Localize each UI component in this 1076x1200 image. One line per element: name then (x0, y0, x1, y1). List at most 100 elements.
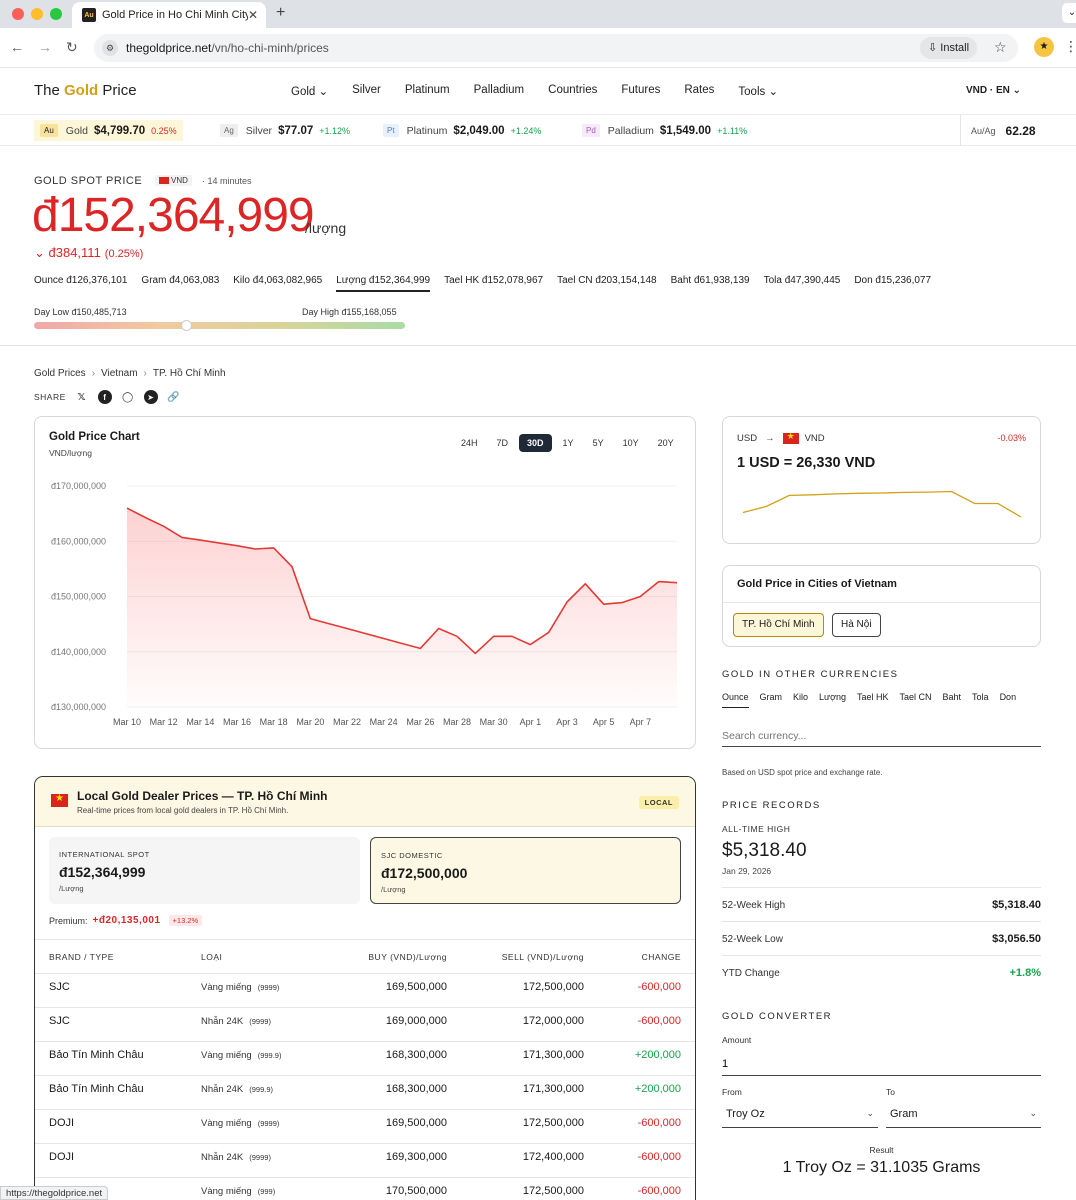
chart-point[interactable] (469, 647, 481, 659)
chart-point[interactable] (414, 642, 426, 654)
chart-point[interactable] (359, 628, 371, 640)
chart-point[interactable] (268, 542, 280, 554)
nav-countries[interactable]: Countries (548, 84, 598, 96)
maximize-window-icon[interactable] (50, 8, 62, 20)
from-unit-select[interactable]: Troy Oz ⌄ (722, 1102, 878, 1128)
unit-price-3[interactable]: Lượng đ152,364,999 (336, 275, 431, 292)
chart-point[interactable] (634, 591, 646, 603)
chart-point[interactable] (598, 598, 610, 610)
range-tab-30d[interactable]: 30D (519, 434, 552, 452)
unit-price-7[interactable]: Tola đ47,390,445 (763, 275, 841, 286)
back-icon[interactable]: ← (10, 39, 24, 55)
chart-point[interactable] (378, 632, 390, 644)
minimize-window-icon[interactable] (31, 8, 43, 20)
breadcrumb-gold-prices[interactable]: Gold Prices (34, 368, 86, 379)
unit-price-6[interactable]: Baht đ61,938,139 (670, 275, 750, 286)
chart-point[interactable] (323, 618, 335, 630)
copy-link-icon[interactable]: 🔗 (167, 391, 181, 403)
currency-tab-6[interactable]: Baht (942, 692, 962, 702)
nav-palladium[interactable]: Palladium (473, 84, 525, 96)
nav-tools[interactable]: Tools ⌄ (738, 86, 779, 98)
browser-tab[interactable]: Au Gold Price in Ho Chi Minh City ✕ (72, 2, 266, 28)
address-bar[interactable]: ⚙ thegoldprice.net/vn/ho-chi-minh/prices… (94, 34, 1018, 62)
currency-tab-1[interactable]: Gram (759, 692, 783, 702)
chart-point[interactable] (341, 623, 353, 635)
unit-price-0[interactable]: Ounce đ126,376,101 (34, 275, 128, 286)
unit-price-4[interactable]: Tael HK đ152,078,967 (444, 275, 544, 286)
chart-point[interactable] (121, 502, 133, 514)
chart-point[interactable] (139, 511, 151, 523)
unit-price-8[interactable]: Don đ15,236,077 (854, 275, 932, 286)
chart-point[interactable] (561, 596, 573, 608)
whatsapp-icon[interactable]: ◯ (121, 391, 134, 403)
site-settings-icon[interactable]: ⚙ (102, 40, 118, 56)
extension-icon[interactable]: ★ (1034, 37, 1054, 57)
nav-silver[interactable]: Silver (352, 84, 381, 96)
ticker-platinum[interactable]: Pt Platinum $2,049.00 +1.24% (377, 120, 547, 141)
range-tab-10y[interactable]: 10Y (622, 438, 639, 448)
ticker-gold[interactable]: Au Gold $4,799.70 0.25% (34, 120, 183, 141)
chart-point[interactable] (433, 623, 445, 635)
chart-point[interactable] (158, 520, 170, 532)
chart-point[interactable] (176, 531, 188, 543)
city-hcm-button[interactable]: TP. Hồ Chí Minh (733, 613, 824, 637)
close-tab-icon[interactable]: ✕ (247, 8, 258, 22)
chart-point[interactable] (213, 537, 225, 549)
nav-futures[interactable]: Futures (621, 84, 661, 96)
chart-point[interactable] (524, 639, 536, 651)
range-tab-1y[interactable]: 1Y (562, 438, 574, 448)
nav-gold[interactable]: Gold ⌄ (291, 86, 329, 98)
city-hanoi-button[interactable]: Hà Nội (832, 613, 881, 637)
currency-search-input[interactable] (722, 725, 1041, 747)
tab-search-chevron-icon[interactable]: ⌄ (1062, 3, 1076, 23)
unit-price-1[interactable]: Gram đ4,063,083 (141, 275, 220, 286)
browser-menu-icon[interactable]: ⋮ (1064, 38, 1076, 54)
new-tab-button[interactable]: + (276, 4, 286, 21)
chart-point[interactable] (286, 561, 298, 573)
chart-point[interactable] (616, 597, 628, 609)
forward-icon[interactable]: → (38, 39, 52, 55)
ticker-silver[interactable]: Ag Silver $77.07 +1.12% (214, 120, 356, 141)
range-tab-24h[interactable]: 24H (461, 438, 478, 448)
currency-tab-0[interactable]: Ounce (722, 692, 749, 708)
chart-point[interactable] (579, 578, 591, 590)
chart-point[interactable] (671, 577, 683, 589)
chart-point[interactable] (451, 630, 463, 642)
currency-tab-2[interactable]: Kilo (793, 692, 809, 702)
chart-point[interactable] (506, 630, 518, 642)
chart-point[interactable] (231, 540, 243, 552)
close-window-icon[interactable] (12, 8, 24, 20)
chart-point[interactable] (488, 630, 500, 642)
currency-tab-7[interactable]: Tola (972, 692, 989, 702)
chart-point[interactable] (249, 543, 261, 555)
chart-point[interactable] (396, 637, 408, 649)
ticker-palladium[interactable]: Pd Palladium $1,549.00 +1.11% (576, 120, 753, 141)
locale-selector[interactable]: VND · EN ⌄ (966, 85, 1022, 96)
chart-point[interactable] (304, 613, 316, 625)
range-tab-20y[interactable]: 20Y (657, 438, 674, 448)
breadcrumb-vietnam[interactable]: Vietnam (101, 368, 138, 379)
unit-price-2[interactable]: Kilo đ4,063,082,965 (233, 275, 323, 286)
range-tab-7d[interactable]: 7D (496, 438, 509, 448)
x-icon[interactable]: 𝕏 (77, 391, 87, 403)
site-logo[interactable]: The Gold Price (34, 82, 137, 99)
facebook-icon[interactable]: f (97, 390, 112, 404)
amount-input[interactable] (722, 1052, 1041, 1076)
telegram-icon[interactable]: ➤ (143, 390, 158, 404)
currency-tab-4[interactable]: Tael HK (857, 692, 889, 702)
range-tab-5y[interactable]: 5Y (592, 438, 604, 448)
nav-platinum[interactable]: Platinum (404, 84, 450, 96)
to-unit-select[interactable]: Gram ⌄ (886, 1102, 1041, 1128)
chart-point[interactable] (653, 576, 665, 588)
chart-point[interactable] (543, 626, 555, 638)
unit-price-5[interactable]: Tael CN đ203,154,148 (557, 275, 657, 286)
currency-tab-3[interactable]: Lượng (819, 692, 846, 702)
install-button[interactable]: ⇩ Install (920, 37, 978, 59)
currency-tab-5[interactable]: Tael CN (899, 692, 932, 702)
nav-rates[interactable]: Rates (684, 84, 715, 96)
currency-tab-8[interactable]: Don (999, 692, 1017, 702)
url-text[interactable]: thegoldprice.net/vn/ho-chi-minh/prices (126, 41, 329, 55)
chart-point[interactable] (194, 534, 206, 546)
bookmark-star-icon[interactable]: ☆ (994, 39, 1007, 55)
currency-pill[interactable]: VND (155, 175, 192, 186)
